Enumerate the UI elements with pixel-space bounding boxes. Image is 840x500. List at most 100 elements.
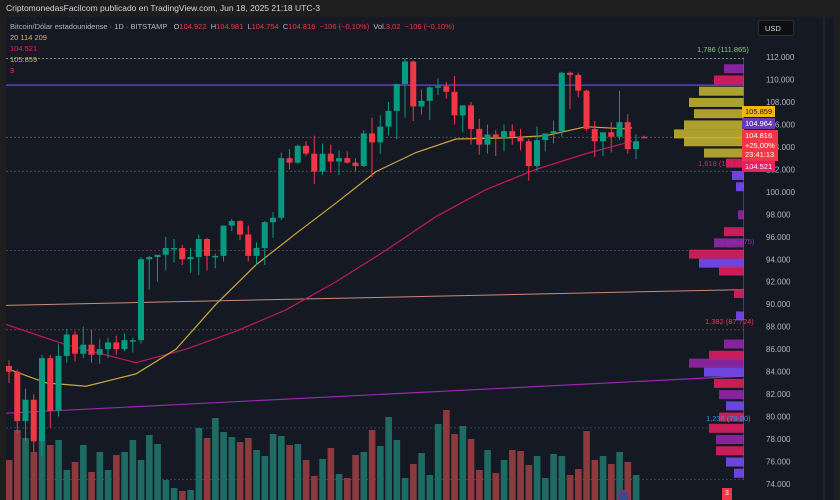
price-axis-tick: 74.000	[766, 480, 791, 489]
volume-bar	[434, 424, 442, 500]
candle-body	[261, 222, 268, 249]
ma-params[interactable]: 20 114 209	[10, 33, 47, 42]
price-axis-bg	[744, 17, 834, 500]
volume-profile-bar	[684, 120, 744, 130]
price-axis-tick: 80.000	[766, 413, 791, 422]
volume-profile-bar	[689, 358, 744, 368]
price-axis-tick: 100.000	[766, 188, 795, 197]
candle-body	[22, 399, 29, 422]
candle-body	[336, 158, 342, 162]
price-axis-tick: 98.000	[766, 210, 791, 219]
volume-change: −106 (−0,10%)	[404, 22, 455, 31]
volume-profile-bar	[714, 75, 744, 85]
symbol-name[interactable]: Bitcoin/Dólar estadounidense · 1D · BITS…	[10, 22, 168, 31]
candle-body	[327, 153, 334, 162]
price-chart[interactable]: 112.000 110.000 108.000 106.000 104.000 102.0…	[6, 17, 834, 500]
candle-body	[204, 239, 210, 256]
volume-profile-bar	[724, 227, 744, 237]
volume-bar	[632, 475, 640, 500]
volume-bar	[410, 464, 417, 500]
volume-bar	[426, 475, 434, 500]
price-axis-tick: 90.000	[766, 300, 791, 309]
price-axis-tick: 96.000	[766, 233, 791, 242]
volume-bar	[38, 435, 46, 500]
price-axis-tick: 84.000	[766, 368, 791, 377]
candle-body	[468, 105, 474, 129]
volume-profile-bar	[716, 435, 744, 445]
currency-button[interactable]: USD	[758, 20, 794, 36]
volume-profile-bar	[714, 378, 744, 388]
fib-label-1382: 1,382 (87.724)	[705, 317, 754, 326]
candle-body	[633, 141, 639, 150]
price-axis-tick: 112.000	[766, 53, 795, 62]
volume-bar	[55, 440, 62, 500]
volume-bar	[14, 430, 21, 500]
volume-bar	[418, 453, 425, 500]
volume-bar	[22, 438, 29, 500]
candle-body	[369, 133, 375, 143]
publisher-line: CriptomonedasFacilcom publicado en Tradi…	[0, 0, 840, 17]
event-count-badge[interactable]: 3	[722, 488, 732, 500]
candle-body	[591, 128, 598, 142]
volume-value: 3,02	[385, 22, 401, 31]
candle-body	[426, 87, 433, 101]
ma20-price-tag: 105.859	[742, 106, 776, 117]
candle-body	[195, 239, 202, 258]
volume-profile-bar	[736, 311, 744, 321]
volume-bar	[352, 455, 359, 500]
volume-profile-bar	[719, 412, 744, 422]
volume-bar	[88, 472, 95, 500]
candle-body	[492, 134, 499, 138]
change-value: −106 (−0,10%)	[319, 22, 370, 31]
candle-body	[575, 74, 582, 91]
volume-bar	[113, 455, 120, 500]
candle-body	[14, 371, 21, 422]
volume-bar	[492, 473, 500, 500]
volume-profile-bar	[732, 170, 744, 180]
volume-bar	[443, 410, 450, 500]
price-axis-tick: 88.000	[766, 323, 791, 332]
volume-bar	[327, 448, 335, 500]
volume-bar	[278, 436, 285, 500]
volume-bar	[137, 460, 145, 500]
price-axis-tick: 92.000	[766, 278, 791, 287]
bar-countdown: 23:41:13	[745, 150, 775, 159]
candle-body	[212, 255, 219, 258]
ma-value-3: 3	[10, 66, 15, 75]
volume-bar	[286, 445, 293, 500]
volume-bar	[368, 430, 376, 500]
volume-bar	[591, 460, 599, 500]
candle-body	[567, 72, 573, 75]
candle-body	[253, 248, 260, 256]
volume-bar	[195, 428, 203, 500]
volume-bar	[583, 431, 590, 500]
volume-bar	[245, 438, 252, 500]
fib-label-1618: 1,618 (101.826)	[698, 159, 751, 168]
candle-body	[96, 349, 103, 355]
volume-bar	[319, 459, 326, 500]
volume-bar	[451, 434, 458, 500]
volume-bar	[294, 444, 302, 500]
candle-body	[129, 340, 136, 342]
volume-bar	[170, 488, 178, 500]
volume-profile-bar	[704, 148, 744, 158]
price-axis-tick: 108.000	[766, 98, 795, 107]
volume-bar	[344, 478, 351, 500]
ma-value-2: 105.859	[10, 55, 38, 64]
volume-bar	[575, 469, 582, 500]
volume-profile-bar	[714, 238, 744, 248]
volume-bar	[550, 454, 557, 500]
price-axis-tick: 94.000	[766, 255, 791, 264]
economic-event-flag-icon[interactable]	[617, 490, 630, 500]
candle-body	[80, 344, 87, 354]
candle-body	[583, 90, 590, 129]
chart-area[interactable]: Bitcoin/Dólar estadounidense · 1D · BITS…	[6, 17, 834, 500]
volume-bar	[467, 439, 475, 500]
volume-bar	[203, 438, 211, 500]
volume-bar	[500, 460, 508, 500]
candle-body	[352, 162, 359, 166]
candle-body	[113, 342, 120, 350]
candle-body	[6, 366, 12, 372]
candle-body	[187, 257, 194, 260]
ma-114-line	[6, 140, 633, 364]
